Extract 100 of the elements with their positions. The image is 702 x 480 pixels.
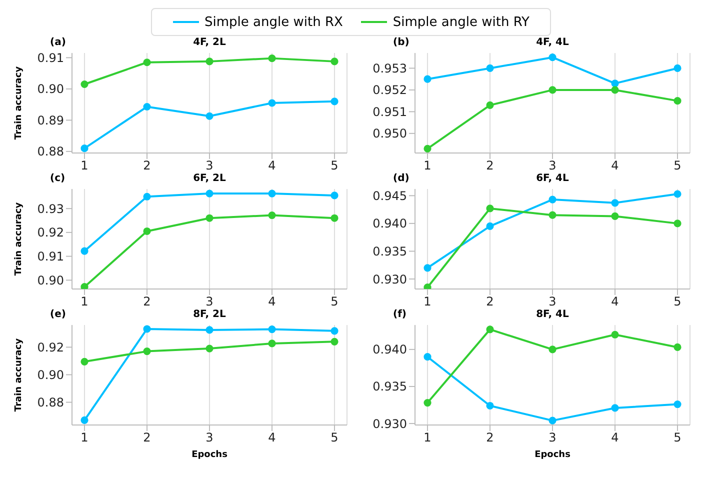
point xyxy=(424,353,432,361)
point xyxy=(486,204,494,212)
y-tick-label: 0.951 xyxy=(372,104,407,119)
text: (a) xyxy=(50,37,66,48)
point xyxy=(486,326,494,334)
x-tick-label: 3 xyxy=(206,430,214,445)
x-tick-label: 1 xyxy=(424,158,432,173)
point xyxy=(548,346,556,354)
x-tick-label: 4 xyxy=(611,158,619,173)
point xyxy=(486,64,494,72)
y-tick-label: 0.90 xyxy=(37,368,64,382)
y-tick-label: 0.935 xyxy=(372,380,407,394)
point xyxy=(548,54,556,62)
y-tick-label: 0.950 xyxy=(372,126,407,141)
point xyxy=(206,344,214,352)
y-tick-label: 0.930 xyxy=(372,272,407,286)
y-axis-title: Train accuracy xyxy=(14,66,24,140)
point xyxy=(424,144,432,152)
point xyxy=(80,416,88,424)
point xyxy=(268,325,276,334)
y-tick-label: 0.935 xyxy=(372,244,407,258)
x-tick-label: 1 xyxy=(424,430,432,445)
point xyxy=(424,398,432,407)
x-tick-label: 1 xyxy=(424,294,432,309)
chart-title: 4F, 4L xyxy=(535,37,570,48)
point xyxy=(268,54,276,62)
x-tick-label: 4 xyxy=(611,430,619,445)
y-tick-label: 0.89 xyxy=(37,113,64,128)
point xyxy=(206,214,214,222)
point xyxy=(548,196,556,204)
x-tick-label: 1 xyxy=(80,294,88,309)
y-tick-label: 0.90 xyxy=(37,82,64,96)
point xyxy=(548,416,556,424)
x-tick-label: 5 xyxy=(330,430,338,445)
x-tick-label: 2 xyxy=(143,430,151,445)
point xyxy=(80,283,88,289)
y-tick-label: 0.952 xyxy=(372,83,407,98)
point xyxy=(80,358,88,366)
y-tick-label: 0.953 xyxy=(372,61,407,76)
legend-label: Simple angle with RY xyxy=(392,14,530,30)
point xyxy=(674,400,682,408)
point xyxy=(268,99,276,107)
x-tick-label: 3 xyxy=(206,294,214,309)
chart-title: 6F, 2L xyxy=(192,173,227,184)
x-axis-title: Epochs xyxy=(534,450,570,460)
x-tick-label: 3 xyxy=(548,430,556,445)
point xyxy=(80,80,88,88)
point xyxy=(206,112,214,120)
y-axis-title: Train accuracy xyxy=(14,202,24,276)
x-axis-title: Epochs xyxy=(192,450,228,460)
point xyxy=(486,222,494,230)
point xyxy=(206,58,214,66)
point xyxy=(611,86,619,94)
text: (e) xyxy=(50,309,66,320)
point xyxy=(143,192,151,200)
point xyxy=(611,212,619,220)
point xyxy=(206,326,214,334)
text: (b) xyxy=(393,37,410,48)
y-axis-title: Train accuracy xyxy=(14,338,24,412)
point xyxy=(674,97,682,105)
x-tick-label: 2 xyxy=(143,294,151,309)
x-tick-label: 3 xyxy=(548,294,556,309)
point xyxy=(611,80,619,88)
point xyxy=(674,343,682,352)
x-tick-label: 2 xyxy=(486,158,494,173)
x-tick-label: 4 xyxy=(611,294,619,309)
point xyxy=(143,348,151,356)
x-tick-label: 4 xyxy=(268,158,276,173)
x-tick-label: 2 xyxy=(143,158,151,173)
point xyxy=(548,211,556,219)
point xyxy=(143,227,151,236)
x-tick-label: 5 xyxy=(330,294,338,309)
x-tick-label: 4 xyxy=(268,430,276,445)
y-tick-label: 0.945 xyxy=(372,188,407,203)
point xyxy=(80,144,88,152)
point xyxy=(330,338,338,346)
x-tick-label: 5 xyxy=(330,158,338,173)
point xyxy=(330,192,338,200)
point xyxy=(674,190,682,198)
point xyxy=(674,220,682,228)
text: (c) xyxy=(50,173,66,184)
x-tick-label: 2 xyxy=(486,294,494,309)
point xyxy=(80,247,88,255)
point xyxy=(330,327,338,335)
point xyxy=(611,404,619,412)
y-tick-label: 0.88 xyxy=(37,144,64,159)
legend-label: Simple angle with RX xyxy=(204,14,343,30)
point xyxy=(611,330,619,338)
point xyxy=(268,211,276,220)
point xyxy=(330,214,338,222)
point xyxy=(268,340,276,348)
point xyxy=(486,402,494,410)
x-tick-label: 3 xyxy=(206,158,214,173)
point xyxy=(424,264,432,272)
x-tick-label: 1 xyxy=(80,430,88,445)
x-tick-label: 5 xyxy=(674,430,682,445)
point xyxy=(143,102,151,111)
y-tick-label: 0.90 xyxy=(37,273,64,288)
point xyxy=(206,190,214,198)
chart-title: 4F, 2L xyxy=(192,37,227,48)
